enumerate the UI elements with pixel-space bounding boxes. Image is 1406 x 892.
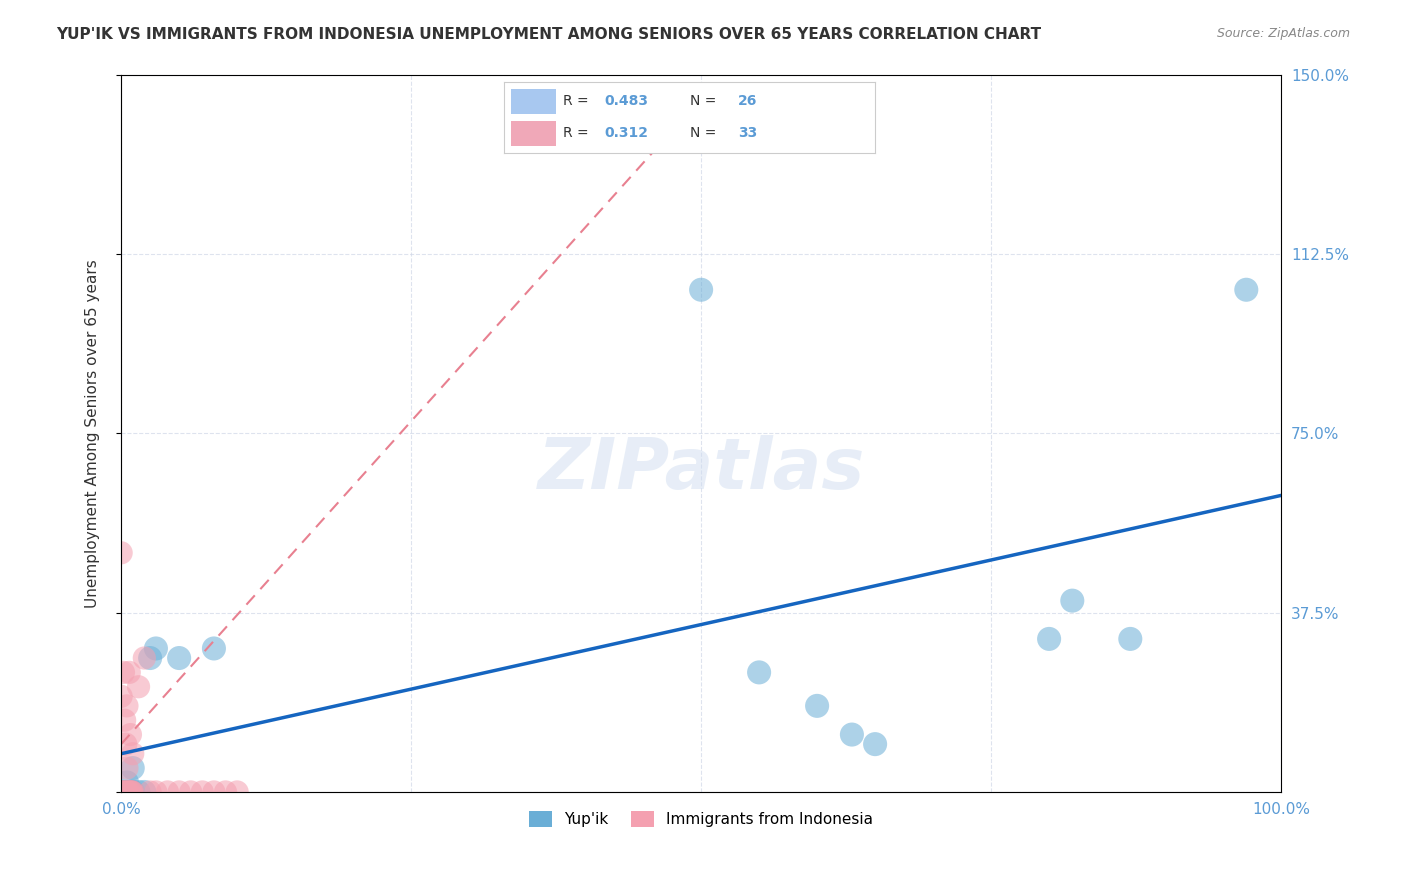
Point	[863, 737, 886, 751]
Point	[156, 785, 179, 799]
Point	[121, 785, 143, 799]
Point	[110, 785, 132, 799]
Point	[145, 785, 167, 799]
Point	[120, 785, 142, 799]
Point	[117, 785, 139, 799]
Point	[121, 761, 143, 775]
Text: YUP'IK VS IMMIGRANTS FROM INDONESIA UNEMPLOYMENT AMONG SENIORS OVER 65 YEARS COR: YUP'IK VS IMMIGRANTS FROM INDONESIA UNEM…	[56, 27, 1042, 42]
Point	[121, 747, 143, 761]
Point	[167, 651, 190, 665]
Point	[120, 785, 142, 799]
Point	[117, 785, 139, 799]
Legend: Yup'ik, Immigrants from Indonesia: Yup'ik, Immigrants from Indonesia	[522, 804, 882, 835]
Point	[128, 785, 150, 799]
Point	[1062, 593, 1084, 607]
Point	[139, 651, 162, 665]
Point	[226, 785, 249, 799]
Point	[139, 785, 162, 799]
Point	[180, 785, 202, 799]
Point	[121, 785, 143, 799]
Point	[118, 665, 141, 680]
Point	[114, 785, 136, 799]
Point	[115, 785, 138, 799]
Point	[145, 641, 167, 656]
Text: Source: ZipAtlas.com: Source: ZipAtlas.com	[1216, 27, 1350, 40]
Point	[110, 785, 132, 799]
Point	[115, 761, 138, 775]
Point	[120, 728, 142, 742]
Point	[841, 728, 863, 742]
Point	[115, 698, 138, 713]
Point	[1234, 283, 1257, 297]
Point	[214, 785, 236, 799]
Point	[202, 785, 225, 799]
Point	[114, 785, 136, 799]
Point	[118, 785, 141, 799]
Point	[110, 546, 132, 560]
Point	[115, 775, 138, 789]
Point	[114, 785, 136, 799]
Point	[1119, 632, 1142, 646]
Point	[110, 690, 132, 704]
Point	[111, 785, 134, 799]
Point	[806, 698, 828, 713]
Point	[118, 785, 141, 799]
Point	[121, 785, 143, 799]
Point	[748, 665, 770, 680]
Point	[112, 785, 135, 799]
Point	[112, 665, 135, 680]
Y-axis label: Unemployment Among Seniors over 65 years: Unemployment Among Seniors over 65 years	[86, 259, 100, 607]
Point	[114, 737, 136, 751]
Point	[115, 785, 138, 799]
Point	[167, 785, 190, 799]
Point	[112, 785, 135, 799]
Point	[202, 641, 225, 656]
Point	[121, 785, 143, 799]
Point	[191, 785, 214, 799]
Point	[121, 785, 143, 799]
Text: ZIPatlas: ZIPatlas	[537, 434, 865, 504]
Point	[128, 680, 150, 694]
Point	[1038, 632, 1060, 646]
Point	[114, 713, 136, 727]
Point	[134, 651, 156, 665]
Point	[690, 283, 713, 297]
Point	[134, 785, 156, 799]
